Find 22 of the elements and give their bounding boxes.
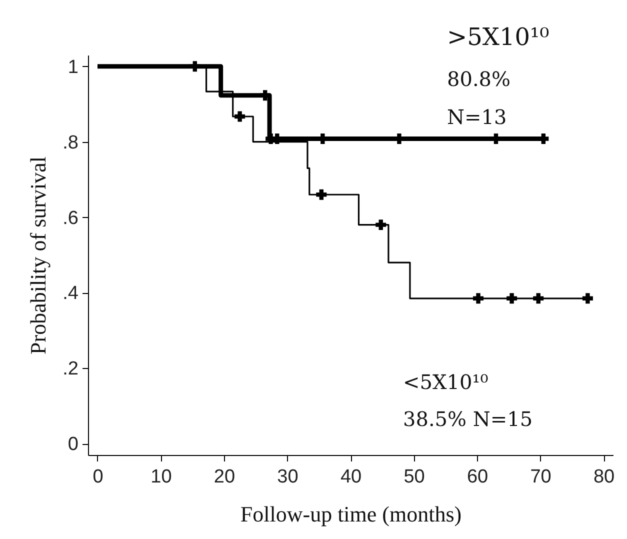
annotation: 38.5% N=15: [403, 407, 533, 431]
x-tick-label: 30: [277, 466, 298, 488]
y-tick-label: 0: [68, 434, 78, 456]
x-axis-title: Follow-up time (months): [240, 502, 462, 526]
annotation: <5X10¹⁰: [403, 370, 488, 394]
annotation: N=13: [447, 105, 507, 129]
annotation: 80.8%: [447, 67, 511, 91]
y-tick-label: 1: [68, 56, 78, 78]
x-tick-label: 40: [340, 466, 362, 488]
x-tick-label: 80: [593, 466, 615, 488]
x-tick-label: 10: [150, 466, 172, 488]
x-tick-label: 0: [92, 466, 104, 488]
y-tick-label: .8: [62, 132, 78, 154]
x-tick-label: 70: [530, 466, 552, 488]
text: >5X10¹⁰: [447, 23, 550, 51]
x-tick-label: 20: [214, 466, 236, 488]
y-tick-label: .2: [62, 358, 78, 380]
x-tick-label: 60: [466, 466, 488, 488]
y-tick-label: .6: [62, 208, 78, 229]
x-tick-label: 50: [404, 466, 425, 488]
y-tick-label: .4: [62, 283, 79, 304]
y-axis-title: Probability of survival: [26, 156, 51, 354]
